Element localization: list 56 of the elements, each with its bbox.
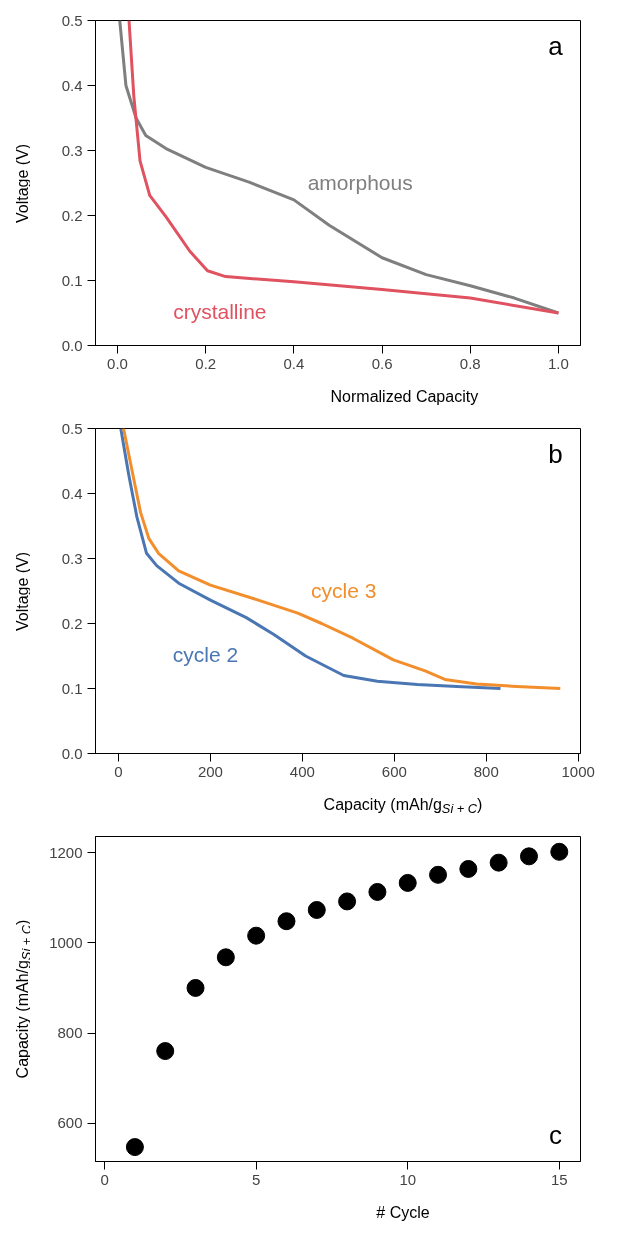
x-tick-label: 1000: [561, 762, 595, 780]
x-tick-label: 15: [550, 1170, 568, 1188]
y-tick-label: 0.4: [61, 76, 83, 94]
series-label: amorphous: [307, 170, 413, 194]
point: [307, 900, 326, 919]
annotation: b: [548, 438, 563, 469]
x-tick-label: 0: [100, 1170, 109, 1188]
point: [125, 1138, 144, 1157]
point: [429, 865, 448, 884]
point: [247, 926, 266, 945]
series-label: cycle 3: [311, 578, 377, 602]
series-label: crystalline: [173, 299, 267, 323]
y-tick-label: 1200: [49, 843, 83, 861]
annotation: c: [549, 1119, 562, 1150]
series-label: cycle 2: [172, 642, 239, 666]
x-tick-label: 0: [114, 762, 123, 780]
x-tick-label: 400: [289, 762, 315, 780]
x-tick-label: 800: [473, 762, 499, 780]
point: [338, 892, 357, 911]
point: [277, 912, 296, 931]
x-tick-label: 5: [251, 1170, 261, 1188]
x-tick-label: 0.4: [283, 354, 305, 372]
point: [519, 847, 538, 866]
y-tick-label: 0.1: [61, 271, 83, 289]
y-tick-label: 0.1: [61, 679, 83, 697]
point: [216, 948, 235, 967]
x-tick-label: 0.8: [459, 354, 481, 372]
point: [398, 873, 417, 892]
y-tick-label: 0.5: [61, 11, 83, 29]
x-tick-label: 10: [399, 1170, 417, 1188]
y-tick-label: 800: [57, 1024, 83, 1042]
x-tick-label: 0.2: [195, 354, 217, 372]
y-tick-label: 0.0: [61, 744, 83, 762]
x-tick-label: 0.0: [107, 354, 128, 372]
point: [186, 978, 205, 997]
x-tick-label: 1.0: [548, 354, 569, 372]
annotation: a: [548, 30, 564, 61]
y-tick-label: 600: [57, 1114, 83, 1132]
x-tick-label: 0.6: [371, 354, 393, 372]
x-tick-label: 600: [381, 762, 407, 780]
y-tick-label: 0.5: [61, 419, 83, 437]
y-tick-label: 0.4: [61, 484, 83, 502]
y-tick-label: 0.2: [61, 206, 83, 224]
point: [156, 1042, 175, 1061]
y-tick-label: 0.2: [61, 614, 83, 632]
x-axis-title: Normalized Capacity: [330, 388, 479, 405]
point: [550, 842, 569, 861]
x-tick-label: 200: [197, 762, 223, 780]
point: [368, 882, 387, 901]
y-tick-label: 1000: [49, 933, 83, 951]
point: [489, 853, 508, 872]
x-axis-title: # Cycle: [376, 1204, 430, 1221]
y-tick-label: 0.0: [61, 336, 83, 354]
y-tick-label: 0.3: [61, 549, 83, 567]
y-tick-label: 0.3: [61, 141, 83, 159]
point: [459, 859, 478, 878]
